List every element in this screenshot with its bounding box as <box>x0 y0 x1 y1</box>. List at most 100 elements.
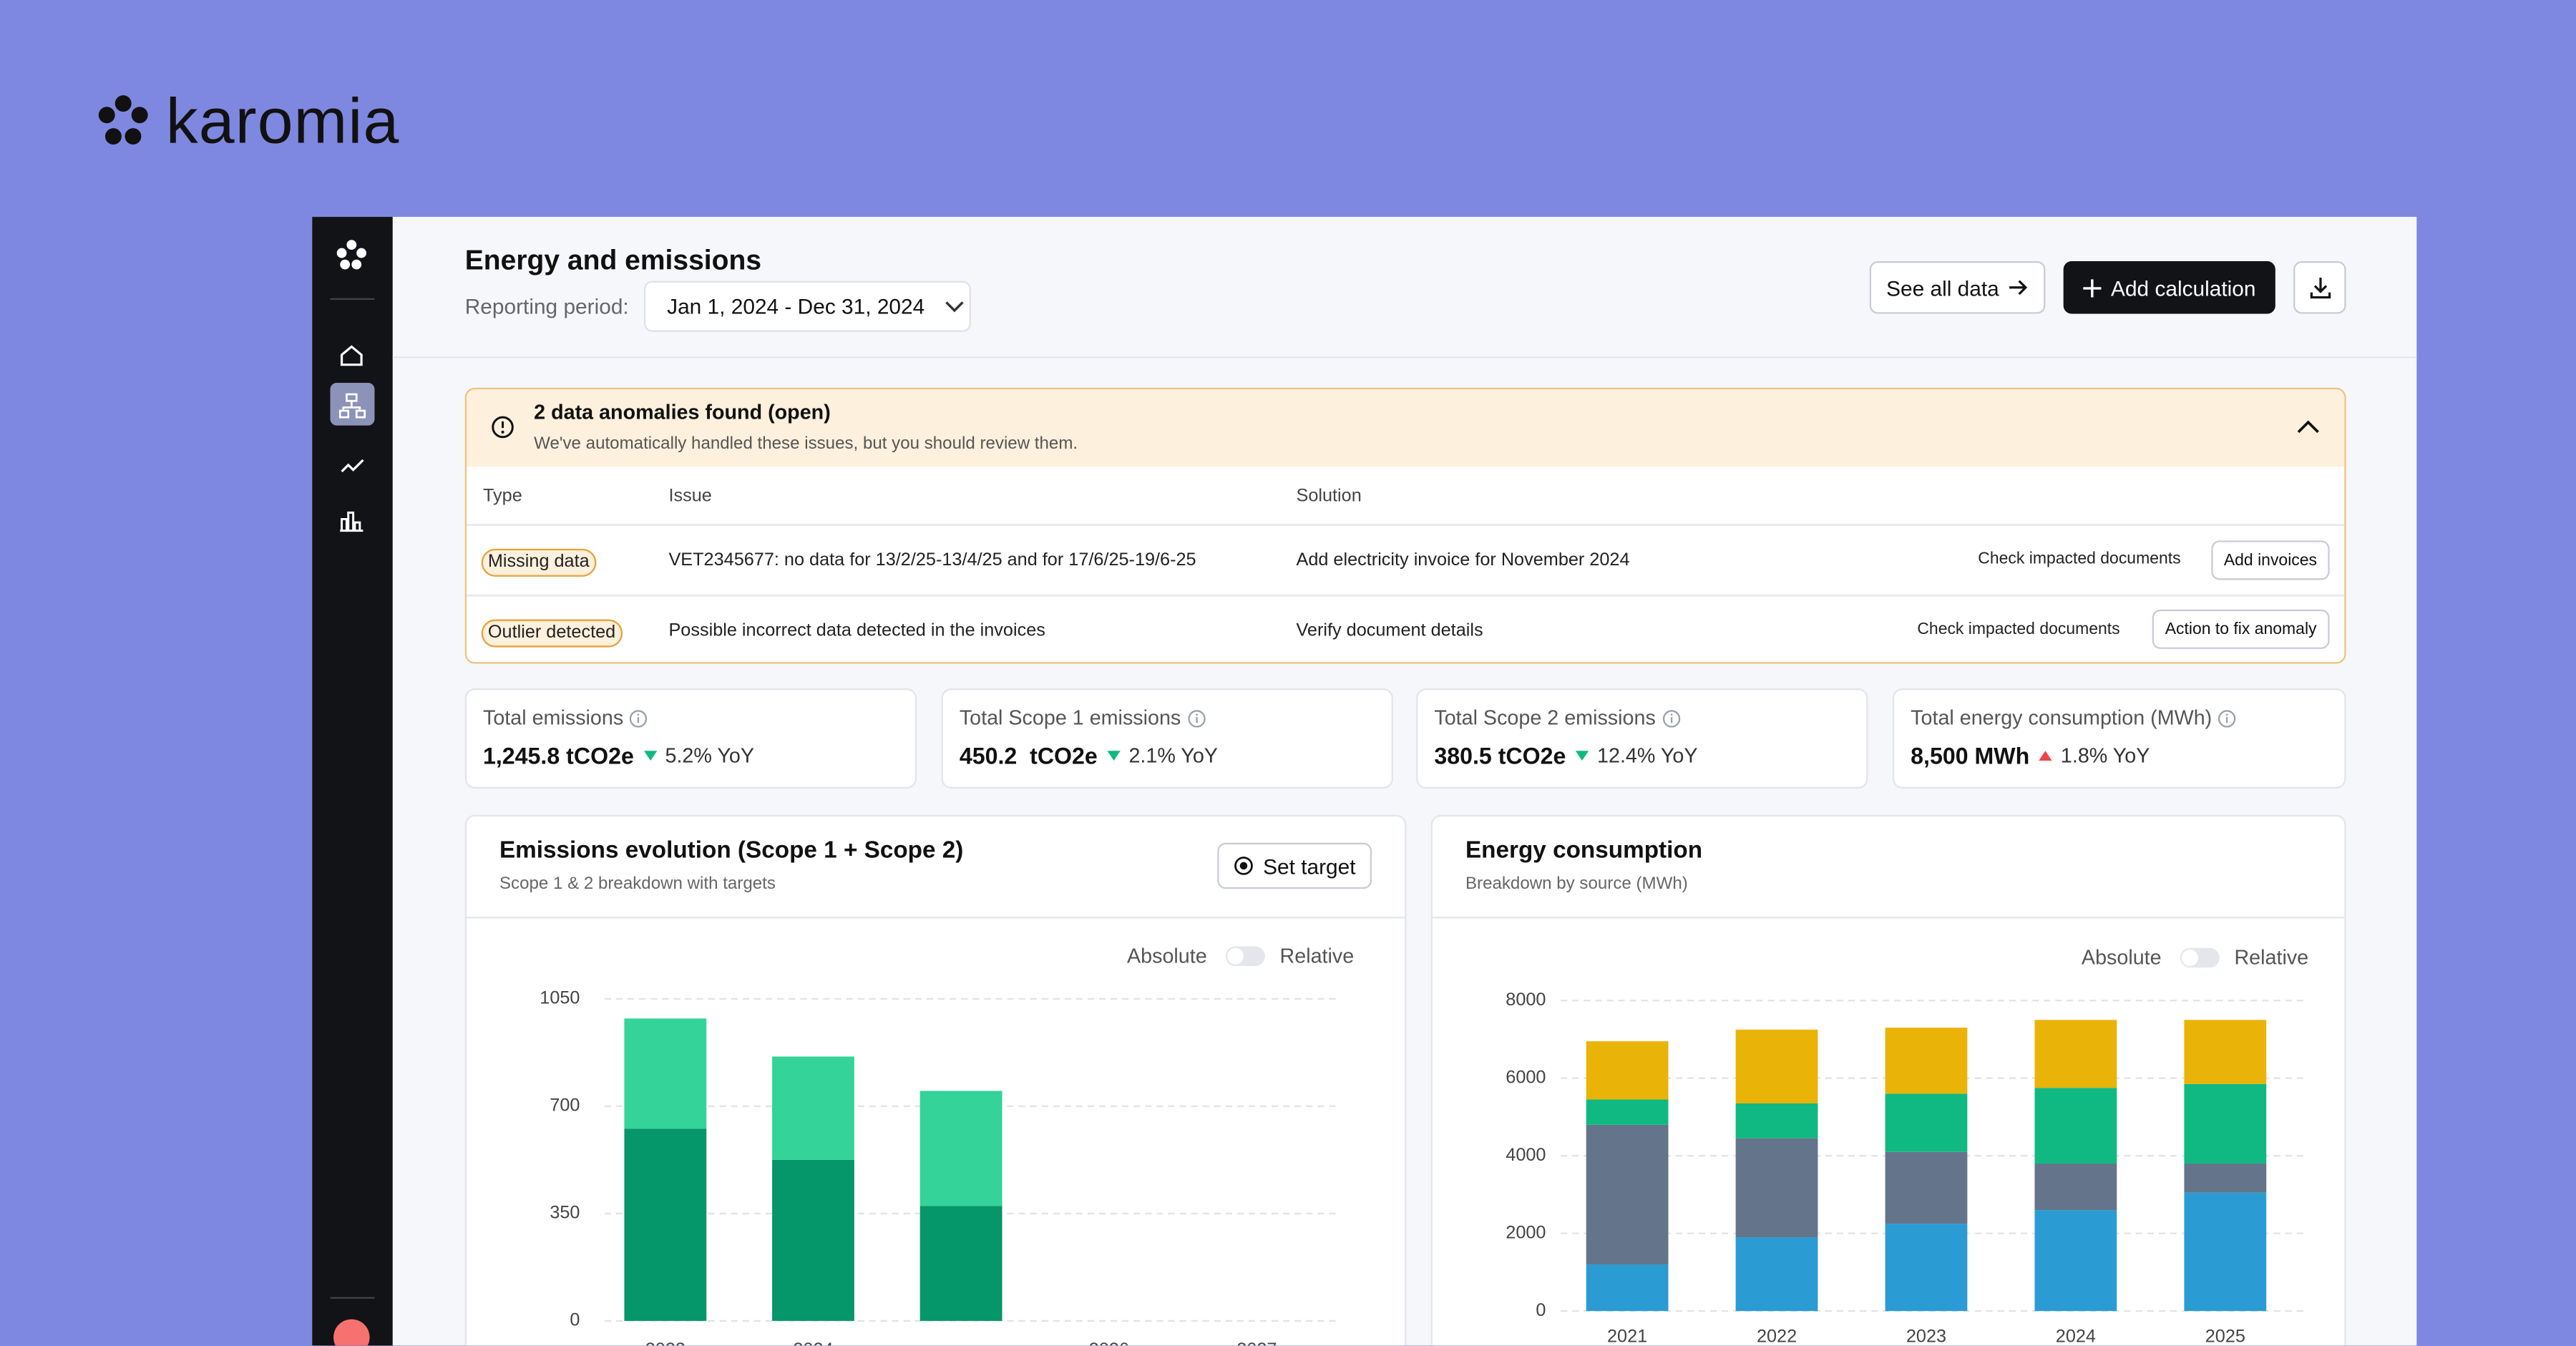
kpi-change: 2.1% YoY <box>1128 743 1218 767</box>
collapse-icon[interactable] <box>2297 419 2320 434</box>
chart-title: Emissions evolution (Scope 1 + Scope 2) <box>499 837 964 864</box>
y-tick-label: 6000 <box>1506 1067 1546 1087</box>
alert-icon <box>492 416 514 439</box>
row-action-button[interactable]: Add invoices <box>2211 540 2330 580</box>
chart-title: Energy consumption <box>1465 837 1703 864</box>
chart-subtitle: Breakdown by source (MWh) <box>1465 874 1688 894</box>
kpi-value-row: 8,500 MWh 1.8% YoY <box>1911 744 2150 767</box>
bar-segment <box>2034 1020 2117 1088</box>
y-tick-label: 350 <box>550 1203 580 1223</box>
card-divider <box>467 917 1405 919</box>
x-tick-label: 2025 <box>2205 1327 2245 1346</box>
kpi-value-row: 380.5 tCO2e 12.4% YoY <box>1434 744 1697 767</box>
y-tick-label: 2000 <box>1506 1222 1546 1242</box>
toggle-label: Relative <box>1279 945 1355 968</box>
set-target-button[interactable]: Set target <box>1217 842 1372 889</box>
kpi-label: Total Scope 2 emissions <box>1434 708 1680 729</box>
info-icon <box>630 709 648 728</box>
add-calculation-button[interactable]: Add calculation <box>2063 261 2275 314</box>
kpi-label: Total energy consumption (MWh) <box>1911 708 2237 729</box>
bar-segment <box>2034 1164 2117 1211</box>
kpi-label: Total Scope 1 emissions <box>960 708 1206 729</box>
bar-segment <box>1885 1151 1968 1224</box>
kpi-value: 1,245.8 tCO2e <box>483 742 634 769</box>
x-tick-label: 2026 <box>1089 1340 1129 1345</box>
download-button[interactable] <box>2293 261 2346 314</box>
kpi-value: 380.5 tCO2e <box>1434 742 1566 769</box>
x-tick-label: 2022 <box>1757 1327 1797 1346</box>
y-tick-label: 0 <box>1536 1300 1546 1320</box>
mode-toggle[interactable] <box>1225 946 1265 967</box>
bar-segment <box>1735 1237 1818 1312</box>
see-all-data-button[interactable]: See all data <box>1869 261 2046 314</box>
x-tick-label: 2023 <box>645 1340 686 1345</box>
period-value: Jan 1, 2024 - Dec 31, 2024 <box>667 293 925 319</box>
row-divider <box>467 595 2345 597</box>
bar-segment <box>1586 1124 1669 1265</box>
button-label: See all data <box>1886 275 1999 301</box>
bar-segment <box>624 1018 707 1129</box>
bar-segment <box>772 1056 854 1160</box>
period-select[interactable]: Jan 1, 2024 - Dec 31, 2024 <box>644 281 971 332</box>
kpi-change: 1.8% YoY <box>2060 743 2150 767</box>
period-label: Reporting period: <box>464 293 629 319</box>
kpi-value-row: 1,245.8 tCO2e 5.2% YoY <box>483 744 754 767</box>
kpi-change: 5.2% YoY <box>665 743 754 767</box>
documents-link[interactable]: Check impacted documents <box>1917 620 2120 640</box>
arrow-icon <box>2009 280 2027 296</box>
bar-segment <box>2034 1210 2117 1312</box>
bar-segment <box>2184 1192 2267 1312</box>
x-tick-label: 2021 <box>1607 1327 1647 1346</box>
anomaly-panel: 2 data anomalies found (open) We've auto… <box>464 387 2346 664</box>
row-action-button[interactable]: Action to fix anomaly <box>2152 609 2330 649</box>
bar-segment <box>2184 1164 2267 1193</box>
column-header: Issue <box>668 486 712 507</box>
type-tag: Outlier detected <box>481 619 623 648</box>
button-label: Set target <box>1263 853 1356 879</box>
documents-link[interactable]: Check impacted documents <box>1978 550 2181 569</box>
bar-segment <box>1586 1041 1669 1100</box>
y-tick-label: 4000 <box>1506 1145 1546 1165</box>
kpi-card: Total Scope 2 emissions 380.5 tCO2e 12.4% … <box>1416 688 1868 789</box>
mode-toggle[interactable] <box>2180 947 2220 968</box>
kpi-card: Total energy consumption (MWh) 8,500 MWh 1… <box>1892 688 2346 789</box>
bar-segment <box>1885 1093 1968 1152</box>
chevron-icon <box>945 301 964 312</box>
y-tick-label: 700 <box>550 1096 580 1116</box>
bar-segment <box>919 1206 1002 1321</box>
trend-arrow <box>643 750 658 760</box>
kpi-label-text: Total energy consumption (MWh) <box>1911 706 2212 730</box>
issue-text: Possible incorrect data detected in the … <box>668 620 1045 641</box>
bar-segment <box>919 1091 1002 1206</box>
kpi-label: Total emissions <box>483 708 648 729</box>
bar-segment <box>1586 1264 1669 1312</box>
trend-arrow <box>1576 750 1589 760</box>
header-divider <box>392 356 2417 359</box>
button-label: Add calculation <box>2111 275 2256 301</box>
bar-segment <box>1885 1028 1968 1094</box>
solution-text: Add electricity invoice for November 202… <box>1296 550 1630 570</box>
column-header: Type <box>483 486 522 507</box>
bar-segment <box>1735 1029 1818 1103</box>
bar-segment <box>2034 1088 2117 1164</box>
column-header: Solution <box>1296 486 1362 507</box>
button-label: Action to fix anomaly <box>2165 620 2317 638</box>
kpi-change: 12.4% YoY <box>1597 743 1698 767</box>
x-tick-label: 2023 <box>1906 1327 1946 1346</box>
bar-segment <box>2184 1020 2267 1084</box>
x-tick-label: 2024 <box>793 1340 833 1345</box>
info-icon <box>1187 709 1206 728</box>
info-icon <box>1662 709 1680 728</box>
bar-segment <box>1586 1099 1669 1125</box>
bar-segment <box>624 1128 707 1321</box>
plus-icon <box>2083 278 2102 297</box>
toggle-label: Absolute <box>2081 946 2162 970</box>
kpi-label-text: Total Scope 1 emissions <box>959 706 1181 730</box>
radio-icon <box>1234 857 1253 875</box>
brand-logo <box>98 95 148 145</box>
row-divider <box>467 524 2345 526</box>
y-tick-label: 1050 <box>540 988 580 1008</box>
